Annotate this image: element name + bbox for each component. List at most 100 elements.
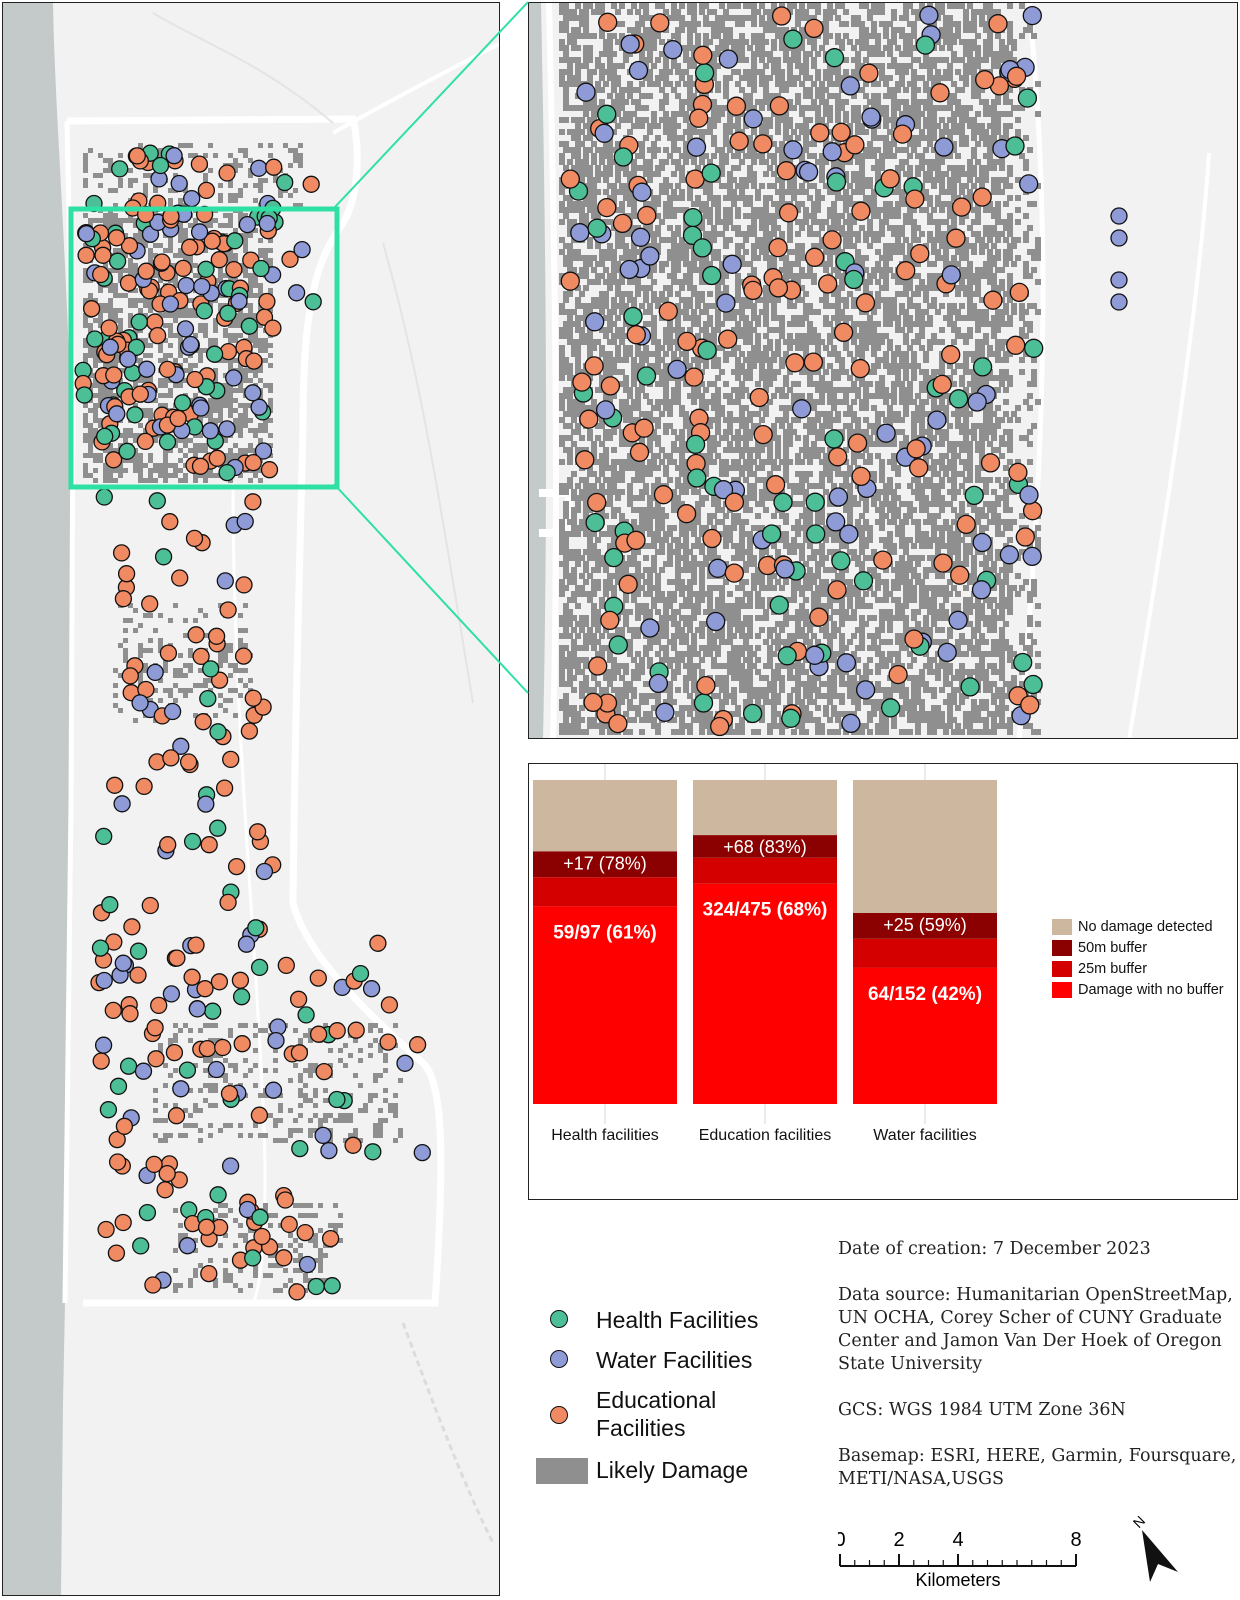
damage-cell [619, 165, 625, 171]
damage-cell [655, 501, 661, 507]
damage-cell [88, 278, 93, 283]
damage-cell [83, 158, 88, 163]
damage-cell [253, 1083, 258, 1088]
damage-cell [168, 243, 173, 248]
damage-cell [707, 729, 713, 735]
damage-cell [635, 585, 641, 591]
damage-cell [619, 33, 625, 39]
damage-cell [118, 463, 123, 468]
damage-cell [711, 459, 717, 465]
damage-cell [308, 1028, 313, 1033]
damage-cell [153, 243, 158, 248]
damage-cell [639, 165, 645, 171]
damage-cell [627, 81, 633, 87]
damage-cell [599, 63, 605, 69]
damage-cell [687, 723, 693, 729]
damage-cell [663, 621, 669, 627]
damage-cell [567, 411, 573, 417]
damage-cell [683, 615, 689, 621]
damage-cell [635, 117, 641, 123]
damage-cell [639, 33, 645, 39]
damage-cell [168, 1133, 173, 1138]
damage-cell [208, 408, 213, 413]
damage-cell [619, 327, 625, 333]
damage-cell [683, 597, 689, 603]
damage-cell [143, 663, 148, 668]
damage-cell [627, 645, 633, 651]
damage-cell [711, 21, 717, 27]
damage-cell [671, 645, 677, 651]
damage-cell [647, 399, 653, 405]
damage-cell [318, 1258, 323, 1263]
damage-cell [587, 123, 593, 129]
damage-cell [398, 1133, 403, 1138]
damage-cell [308, 1238, 313, 1243]
damage-cell [563, 147, 569, 153]
damage-cell [258, 1028, 263, 1033]
damage-cell [691, 291, 697, 297]
damage-cell [615, 345, 621, 351]
damage-cell [707, 381, 713, 387]
damage-cell [591, 441, 597, 447]
education-facility-marker [210, 251, 228, 269]
damage-cell [675, 15, 681, 21]
damage-cell [93, 348, 98, 353]
damage-cell [611, 513, 617, 519]
damage-cell [711, 327, 717, 333]
damage-cell [691, 663, 697, 669]
damage-cell [611, 537, 617, 543]
damage-cell [313, 1238, 318, 1243]
damage-cell [619, 381, 625, 387]
education-facility-marker [197, 1218, 216, 1236]
health-facility-marker [251, 1208, 269, 1226]
damage-cell [627, 639, 633, 645]
inset-map[interactable] [528, 2, 1238, 739]
damage-cell [583, 513, 589, 519]
education-facility-marker [108, 1130, 126, 1149]
damage-cell [611, 279, 617, 285]
damage-cell [635, 387, 641, 393]
damage-cell [711, 111, 717, 117]
damage-cell [263, 358, 268, 363]
damage-cell [711, 663, 717, 669]
damage-cell [607, 435, 613, 441]
damage-cell [583, 633, 589, 639]
damage-cell [699, 657, 705, 663]
damage-cell [659, 627, 665, 633]
damage-cell [288, 148, 293, 153]
damage-cell [567, 375, 573, 381]
damage-cell [268, 238, 273, 243]
damage-cell [168, 448, 173, 453]
damage-cell [711, 231, 717, 237]
damage-cell [213, 418, 218, 423]
damage-cell [103, 393, 108, 398]
damage-cell [703, 255, 709, 261]
damage-cell [133, 383, 138, 388]
damage-cell [188, 143, 193, 148]
damage-cell [623, 621, 629, 627]
damage-cell [671, 243, 677, 249]
damage-cell [687, 267, 693, 273]
damage-cell [253, 1023, 258, 1028]
damage-cell [691, 603, 697, 609]
damage-cell [243, 413, 248, 418]
damage-cell [671, 339, 677, 345]
damage-cell [173, 1248, 178, 1253]
damage-cell [611, 3, 617, 9]
damage-cell [108, 213, 113, 218]
damage-cell [567, 681, 573, 687]
education-facility-marker [174, 259, 192, 278]
damage-cell [258, 253, 263, 258]
damage-cell [173, 1038, 178, 1043]
damage-cell [153, 468, 158, 473]
damage-cell [651, 123, 657, 129]
damage-cell [559, 273, 565, 279]
damage-cell [667, 411, 673, 417]
damage-cell [695, 315, 701, 321]
damage-cell [103, 478, 108, 483]
health-facility-marker [158, 433, 177, 451]
damage-cell [263, 178, 268, 183]
damage-cell [183, 438, 188, 443]
main-map[interactable] [2, 2, 500, 1596]
damage-cell [559, 183, 565, 189]
